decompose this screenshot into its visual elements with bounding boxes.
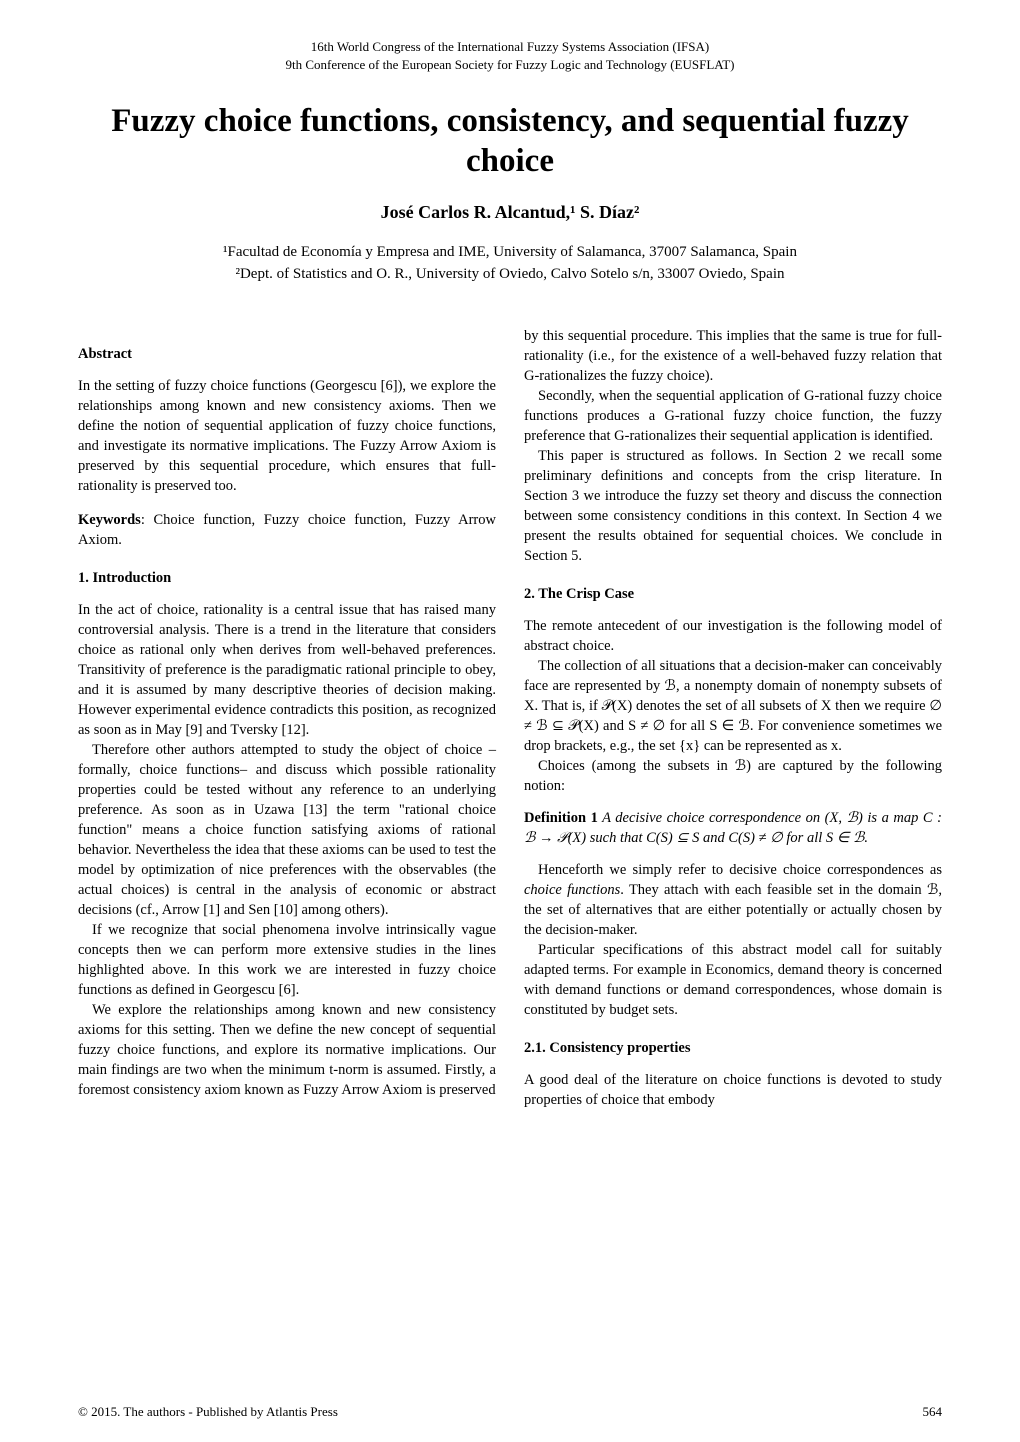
section-1-para-2: Therefore other authors attempted to stu…: [78, 740, 496, 920]
paper-authors: José Carlos R. Alcantud,¹ S. Díaz²: [78, 202, 942, 223]
footer-page-number: 564: [923, 1404, 943, 1420]
right-para-3: This paper is structured as follows. In …: [524, 446, 942, 566]
definition-1-label: Definition 1: [524, 810, 598, 826]
section-2-heading: 2. The Crisp Case: [524, 584, 942, 604]
left-column: Abstract In the setting of fuzzy choice …: [78, 326, 496, 1110]
abstract-heading: Abstract: [78, 344, 496, 364]
conference-line-1: 16th World Congress of the International…: [78, 38, 942, 56]
section-1-para-3: If we recognize that social phenomena in…: [78, 920, 496, 1000]
paper-title: Fuzzy choice functions, consistency, and…: [78, 102, 942, 181]
section-2-para-3: Choices (among the subsets in ℬ) are cap…: [524, 756, 942, 796]
affiliations-block: ¹Facultad de Economía y Empresa and IME,…: [78, 241, 942, 286]
right-column: by this sequential procedure. This impli…: [524, 326, 942, 1110]
right-para-2: Secondly, when the sequential applicatio…: [524, 386, 942, 446]
abstract-text: In the setting of fuzzy choice functions…: [78, 376, 496, 496]
conference-line-2: 9th Conference of the European Society f…: [78, 56, 942, 74]
two-column-body: Abstract In the setting of fuzzy choice …: [78, 326, 942, 1110]
conference-header: 16th World Congress of the International…: [78, 38, 942, 74]
section-2-para-2: The collection of all situations that a …: [524, 656, 942, 756]
right-para-cont: by this sequential procedure. This impli…: [524, 326, 942, 386]
page-footer: © 2015. The authors - Published by Atlan…: [78, 1404, 942, 1420]
affiliation-2: ²Dept. of Statistics and O. R., Universi…: [78, 263, 942, 286]
section-2-para-4: Henceforth we simply refer to decisive c…: [524, 860, 942, 940]
section-2-1-para-1: A good deal of the literature on choice …: [524, 1070, 942, 1110]
section-1-heading: 1. Introduction: [78, 568, 496, 588]
section-2-1-heading: 2.1. Consistency properties: [524, 1038, 942, 1058]
section-2-para-5: Particular specifications of this abstra…: [524, 940, 942, 1020]
keywords-text: Keywords: Choice function, Fuzzy choice …: [78, 510, 496, 550]
section-2-para-1: The remote antecedent of our investigati…: [524, 616, 942, 656]
affiliation-1: ¹Facultad de Economía y Empresa and IME,…: [78, 241, 942, 264]
keywords-body: Choice function, Fuzzy choice function, …: [78, 512, 496, 548]
definition-1: Definition 1 A decisive choice correspon…: [524, 808, 942, 848]
section-1-para-4: We explore the relationships among known…: [78, 1000, 496, 1100]
footer-copyright: © 2015. The authors - Published by Atlan…: [78, 1404, 338, 1420]
section-1-para-1: In the act of choice, rationality is a c…: [78, 600, 496, 740]
